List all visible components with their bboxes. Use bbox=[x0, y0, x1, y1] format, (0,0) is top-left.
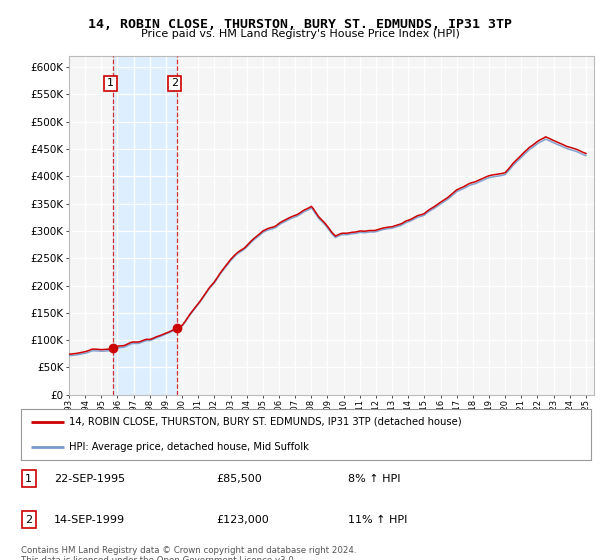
Text: 14-SEP-1999: 14-SEP-1999 bbox=[54, 515, 125, 525]
Text: 2: 2 bbox=[171, 78, 178, 88]
Text: 1: 1 bbox=[107, 78, 114, 88]
Text: HPI: Average price, detached house, Mid Suffolk: HPI: Average price, detached house, Mid … bbox=[70, 442, 310, 452]
Text: 2: 2 bbox=[25, 515, 32, 525]
Bar bbox=[113, 56, 177, 395]
Text: 14, ROBIN CLOSE, THURSTON, BURY ST. EDMUNDS, IP31 3TP: 14, ROBIN CLOSE, THURSTON, BURY ST. EDMU… bbox=[88, 18, 512, 31]
Text: £85,500: £85,500 bbox=[216, 474, 262, 484]
Text: Contains HM Land Registry data © Crown copyright and database right 2024.
This d: Contains HM Land Registry data © Crown c… bbox=[21, 546, 356, 560]
Text: Price paid vs. HM Land Registry's House Price Index (HPI): Price paid vs. HM Land Registry's House … bbox=[140, 29, 460, 39]
Text: 11% ↑ HPI: 11% ↑ HPI bbox=[348, 515, 407, 525]
Bar bbox=[69, 56, 594, 395]
Text: 14, ROBIN CLOSE, THURSTON, BURY ST. EDMUNDS, IP31 3TP (detached house): 14, ROBIN CLOSE, THURSTON, BURY ST. EDMU… bbox=[70, 417, 462, 427]
Text: 22-SEP-1995: 22-SEP-1995 bbox=[54, 474, 125, 484]
Text: 8% ↑ HPI: 8% ↑ HPI bbox=[348, 474, 401, 484]
Text: 1: 1 bbox=[25, 474, 32, 484]
Text: £123,000: £123,000 bbox=[216, 515, 269, 525]
